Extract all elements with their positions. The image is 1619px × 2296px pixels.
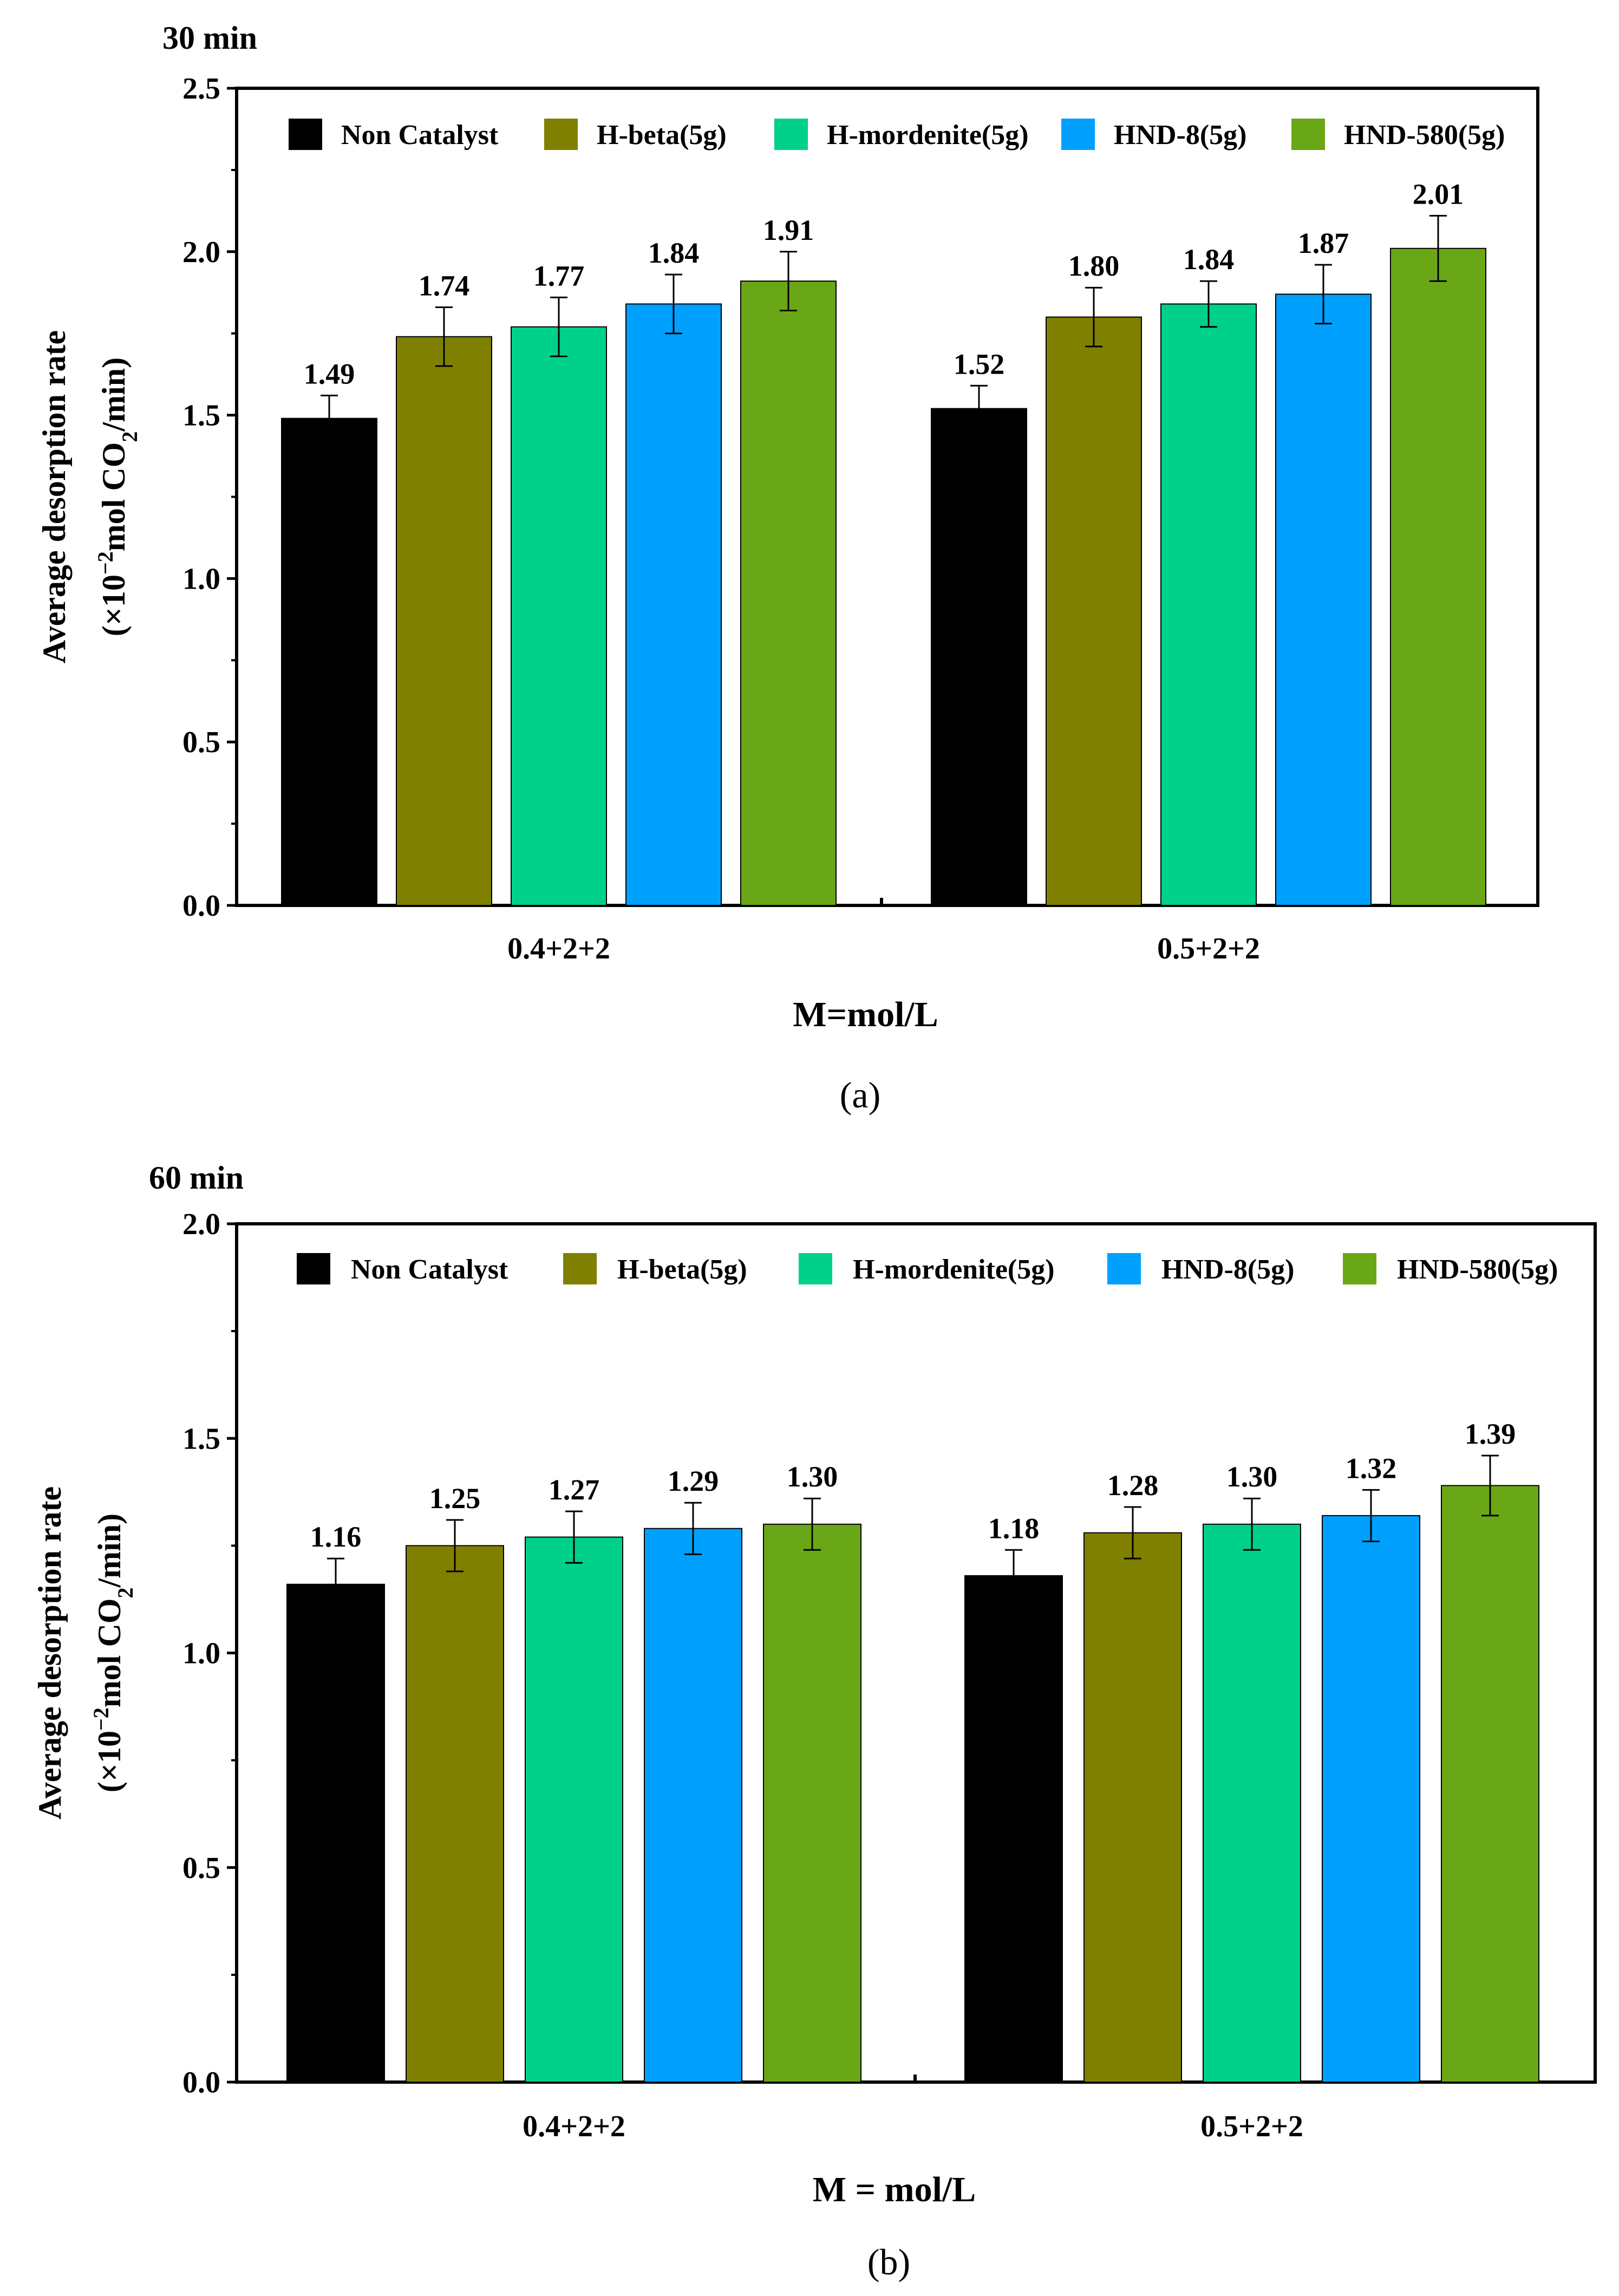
- bar: [1441, 1485, 1539, 2083]
- legend-swatch: [1061, 119, 1095, 150]
- bar: [625, 303, 722, 906]
- legend-label: H-beta(5g): [617, 1254, 747, 1285]
- bar: [286, 1583, 385, 2083]
- data-label: 1.52: [954, 348, 1005, 380]
- data-label: 1.49: [304, 357, 355, 390]
- bar: [1390, 247, 1486, 906]
- data-label: 1.84: [648, 237, 700, 269]
- legend-swatch: [289, 119, 322, 150]
- y-tick-label: 1.5: [182, 399, 220, 433]
- data-label: 1.84: [1183, 243, 1235, 276]
- data-label: 1.28: [1107, 1469, 1159, 1502]
- legend-label: HND-8(5g): [1114, 120, 1247, 151]
- y-axis-label-part: mol CO: [92, 1599, 127, 1708]
- x-category-label: 0.5+2+2: [1200, 2110, 1303, 2143]
- bar: [396, 336, 492, 906]
- legend-label: HND-8(5g): [1161, 1254, 1295, 1285]
- chart-title: 30 min: [162, 20, 257, 56]
- bar: [1083, 1532, 1182, 2083]
- bar: [1160, 303, 1257, 906]
- data-label: 1.32: [1346, 1452, 1397, 1484]
- data-label: 1.77: [533, 259, 585, 292]
- y-axis-label-part: (×10: [92, 1731, 127, 1792]
- x-category-label: 0.5+2+2: [1157, 932, 1260, 966]
- bar: [1275, 293, 1372, 906]
- data-label: 1.30: [787, 1460, 838, 1493]
- y-axis-label-part: (×10: [96, 575, 132, 636]
- panel-label: (b): [867, 2241, 910, 2282]
- chart-panel-b: 60 min 0.0 0.5 1.0 1.5 2.0 1.16 1.25 1.27 1.29 1.3…: [32, 1160, 1597, 2282]
- data-label: 1.18: [988, 1512, 1040, 1544]
- legend-label: H-beta(5g): [597, 120, 727, 151]
- data-label: 1.74: [419, 269, 470, 302]
- legend-label: HND-580(5g): [1397, 1254, 1558, 1285]
- data-label: 1.80: [1068, 250, 1120, 282]
- y-tick-label: 1.0: [182, 1637, 220, 1671]
- bar: [644, 1528, 742, 2083]
- y-axis-label-part: 2: [117, 432, 142, 442]
- bar: [763, 1523, 861, 2083]
- bar: [1322, 1515, 1420, 2083]
- bar: [1046, 316, 1142, 906]
- chart-title: 60 min: [149, 1160, 244, 1196]
- legend-label: Non Catalyst: [341, 120, 499, 151]
- legend-swatch: [297, 1253, 330, 1284]
- y-axis-label-part: /min): [92, 1514, 127, 1588]
- legend-swatch: [1107, 1253, 1141, 1284]
- y-axis-label-part: −2: [89, 1707, 113, 1731]
- panel-label: (a): [840, 1074, 880, 1116]
- y-tick-label: 0.0: [182, 2066, 220, 2099]
- bar: [406, 1545, 504, 2083]
- y-tick-label: 0.5: [182, 726, 220, 759]
- y-tick-label: 2.0: [182, 236, 220, 269]
- y-tick-label: 1.0: [182, 562, 220, 596]
- x-category-label: 0.4+2+2: [507, 932, 610, 966]
- bar: [511, 326, 607, 906]
- x-category-label: 0.4+2+2: [523, 2110, 625, 2143]
- legend-swatch: [799, 1253, 832, 1284]
- data-label: 1.91: [763, 214, 814, 246]
- y-tick-label: 1.5: [182, 1422, 220, 1456]
- y-axis-label-part: 2: [113, 1588, 138, 1599]
- legend-swatch: [563, 1253, 597, 1284]
- y-tick-label: 2.5: [182, 72, 220, 106]
- legend-label: Non Catalyst: [351, 1254, 508, 1285]
- legend-label: H-mordenite(5g): [853, 1254, 1055, 1285]
- data-label: 1.29: [668, 1465, 719, 1497]
- y-axis-label-part: mol CO: [96, 442, 132, 552]
- bar: [1203, 1523, 1301, 2083]
- x-axis-label: M=mol/L: [793, 995, 938, 1034]
- data-label: 1.87: [1298, 227, 1349, 259]
- y-axis-label-part: /min): [96, 357, 132, 432]
- legend-label: H-mordenite(5g): [827, 120, 1029, 151]
- bar: [931, 408, 1027, 906]
- y-axis-label-line2: (×10−2mol CO2/min): [93, 357, 142, 636]
- legend-swatch: [1343, 1253, 1376, 1284]
- y-axis-label-line2: (×10−2mol CO2/min): [89, 1514, 138, 1792]
- bar: [281, 418, 377, 906]
- y-tick-label: 2.0: [182, 1208, 220, 1241]
- data-label: 2.01: [1413, 178, 1464, 210]
- data-label: 1.16: [310, 1521, 362, 1553]
- legend-swatch: [1291, 119, 1325, 150]
- legend-swatch: [544, 119, 578, 150]
- data-label: 1.39: [1465, 1418, 1516, 1450]
- y-tick-label: 0.5: [182, 1851, 220, 1885]
- legend-label: HND-580(5g): [1344, 120, 1505, 151]
- data-label: 1.25: [429, 1482, 481, 1515]
- bar: [964, 1575, 1063, 2083]
- bar: [740, 281, 837, 906]
- y-axis-label-line1: Average desorption rate: [32, 1486, 68, 1819]
- legend-swatch: [774, 119, 808, 150]
- x-axis-label: M = mol/L: [813, 2170, 976, 2209]
- y-axis-label-part: −2: [93, 551, 117, 575]
- data-label: 1.30: [1226, 1460, 1278, 1493]
- y-axis-label-line1: Average desorption rate: [36, 330, 72, 663]
- y-tick-label: 0.0: [182, 889, 220, 923]
- bar: [525, 1536, 623, 2083]
- chart-panel-a: 30 min 0.0 0.5 1.0 1.5 2.0 2.5 1.49 1.74 1.77 1.84…: [36, 20, 1539, 1116]
- data-label: 1.27: [549, 1473, 600, 1506]
